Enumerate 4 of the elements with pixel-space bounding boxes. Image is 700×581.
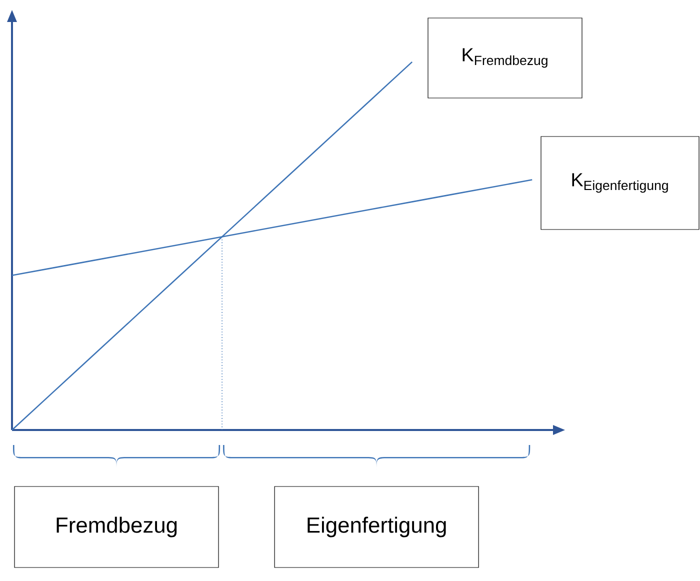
text: Fremdbezug <box>56 516 177 538</box>
text: $\mathrm{K}_{\mathrm{Eigenfertigung}}$ <box>572 173 668 193</box>
text: Eigenfertigung <box>308 516 446 538</box>
text: $\mathrm{K}_{\mathrm{Fremdbezug}}$ <box>462 48 548 68</box>
